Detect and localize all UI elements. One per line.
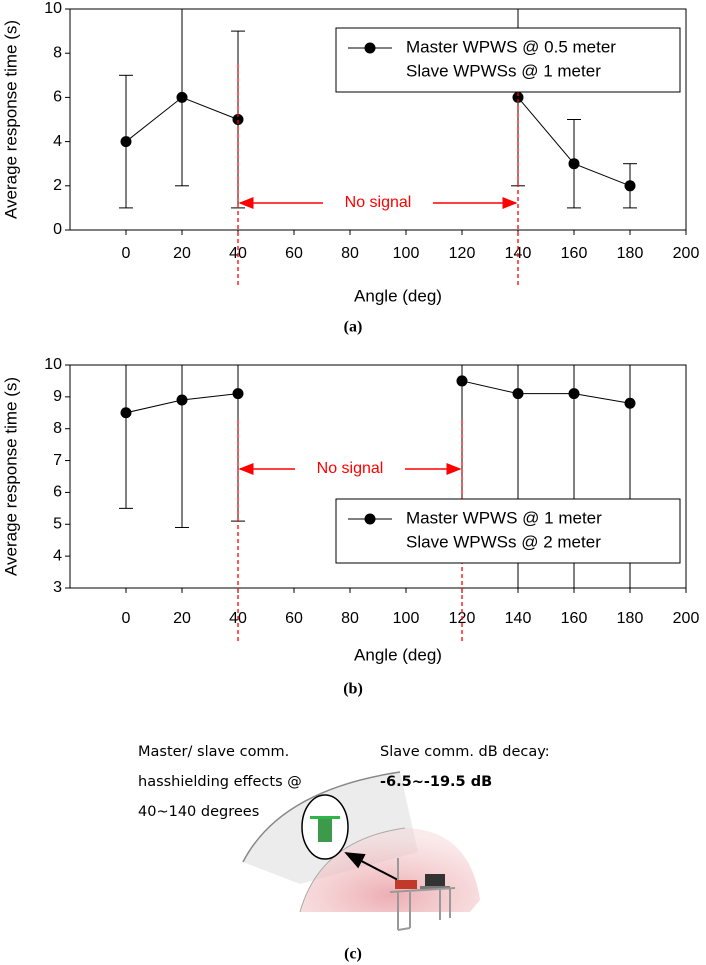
- x-axis-title: Angle (deg): [354, 286, 442, 305]
- legend-label: Master WPWS @ 1 meter: [406, 508, 602, 527]
- x-tick-label: 20: [173, 610, 191, 627]
- panel-label: (c): [344, 946, 362, 963]
- x-tick-label: 160: [561, 610, 588, 627]
- legend: Master WPWS @ 0.5 meter Slave WPWSs @ 1 m…: [335, 27, 681, 93]
- y-tick-label: 8: [53, 44, 62, 61]
- data-point: [624, 397, 636, 409]
- x-tick-label: 60: [285, 610, 303, 627]
- y-tick-label: 10: [44, 356, 62, 373]
- y-tick-label: 4: [53, 547, 62, 564]
- annotation: No signal: [317, 460, 384, 477]
- data-line: [125, 380, 631, 414]
- panel-c-text: Slave comm. dB decay:: [380, 744, 550, 760]
- data-point: [456, 375, 468, 387]
- data-point: [232, 114, 244, 125]
- x-tick-label: 200: [673, 610, 700, 627]
- y-axis-title: Average response time (s): [1, 20, 20, 219]
- y-tick-label: 6: [53, 484, 62, 501]
- x-tick-label: 0: [122, 245, 131, 262]
- panel-c-diagram: [242, 771, 480, 931]
- x-tick-label: 80: [341, 245, 359, 262]
- x-tick-label: 80: [341, 610, 359, 627]
- panel-c-text: hasshielding effects @: [138, 774, 302, 790]
- y-tick-label: 5: [53, 516, 62, 533]
- data-point: [232, 388, 244, 400]
- legend-marker: [364, 42, 376, 54]
- data-point: [176, 91, 188, 103]
- data-point: [120, 407, 132, 419]
- panel-label: (b): [343, 681, 363, 698]
- data-point: [512, 388, 524, 400]
- x-tick-label: 140: [505, 610, 532, 627]
- x-tick-label: 180: [617, 610, 644, 627]
- legend-marker: [364, 513, 376, 525]
- x-tick-label: 100: [393, 245, 420, 262]
- data-line: [125, 96, 631, 187]
- y-axis-title: Average response time (s): [1, 377, 20, 576]
- x-tick-label: 60: [285, 245, 303, 262]
- panel-label: (a): [344, 319, 363, 336]
- panel-c-text: -6.5~-19.5 dB: [380, 774, 492, 790]
- legend-label: Slave WPWSs @ 2 meter: [406, 532, 601, 551]
- y-tick-label: 2: [53, 177, 62, 194]
- data-point: [176, 394, 188, 406]
- plot-frame: [69, 8, 687, 231]
- y-tick-label: 0: [53, 221, 62, 238]
- panel-c-text: Master/ slave comm.: [138, 744, 289, 760]
- legend-box: [335, 498, 681, 564]
- plot-frame: [69, 364, 687, 589]
- annotation: No signal: [345, 194, 412, 211]
- data-point: [568, 158, 580, 170]
- x-tick-label: 20: [173, 245, 191, 262]
- panel-c-text: 40~140 degrees: [138, 804, 259, 820]
- y-tick-label: 9: [53, 388, 62, 405]
- plot-area: [119, 9, 637, 209]
- y-tick-label: 7: [53, 452, 62, 469]
- y-tick-label: 10: [44, 0, 62, 17]
- x-tick-label: 180: [617, 245, 644, 262]
- legend-label: Slave WPWSs @ 1 meter: [406, 61, 601, 80]
- x-tick-label: 160: [561, 245, 588, 262]
- x-tick-label: 120: [449, 245, 476, 262]
- x-tick-label: 0: [122, 610, 131, 627]
- data-point: [624, 180, 636, 192]
- legend: Master WPWS @ 1 meter Slave WPWSs @ 2 met…: [335, 498, 681, 564]
- y-tick-label: 4: [53, 133, 62, 150]
- x-tick-label: 200: [673, 245, 700, 262]
- legend-box: [335, 27, 681, 93]
- x-axis-title: Angle (deg): [354, 645, 442, 664]
- data-point: [120, 136, 132, 148]
- data-point: [568, 388, 580, 400]
- y-tick-label: 8: [53, 420, 62, 437]
- data-point: [512, 91, 524, 103]
- y-tick-label: 3: [53, 579, 62, 596]
- y-tick-label: 6: [53, 89, 62, 106]
- legend-label: Master WPWS @ 0.5 meter: [406, 37, 616, 56]
- x-tick-label: 100: [393, 610, 420, 627]
- plot-area: [119, 365, 636, 588]
